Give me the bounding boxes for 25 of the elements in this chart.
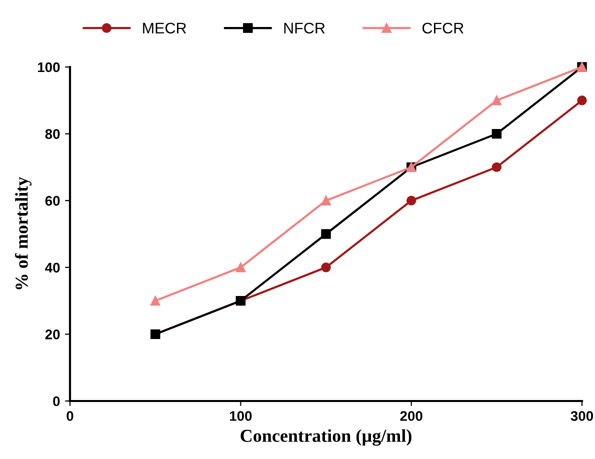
- y-tick-label: 0: [53, 396, 60, 406]
- x-tick-label: 200: [400, 411, 422, 421]
- x-tick-label: 100: [230, 411, 252, 421]
- point: [150, 296, 160, 306]
- x-tick-label: 300: [570, 411, 594, 421]
- y-tick-label: 40: [45, 262, 60, 273]
- x-axis-title: Concentration (µg/ml): [240, 429, 412, 446]
- point: [321, 262, 331, 272]
- y-tick-label: 20: [45, 330, 60, 340]
- point: [406, 196, 416, 206]
- y-axis-title: % of mortality: [14, 177, 32, 290]
- point: [492, 96, 502, 106]
- point: [492, 162, 502, 172]
- point: [492, 128, 502, 139]
- y-tick-label: 60: [45, 196, 60, 206]
- legend-label: CFCR: [422, 22, 464, 34]
- point: [321, 196, 331, 206]
- legend-label: MECR: [143, 22, 186, 34]
- legend-label: NFCR: [284, 22, 325, 34]
- point: [321, 229, 331, 239]
- y-tick-label: 80: [45, 129, 60, 139]
- y-tick-label: 100: [38, 62, 60, 72]
- x-tick-label: 0: [66, 411, 74, 421]
- point: [577, 96, 587, 106]
- point: [236, 262, 246, 272]
